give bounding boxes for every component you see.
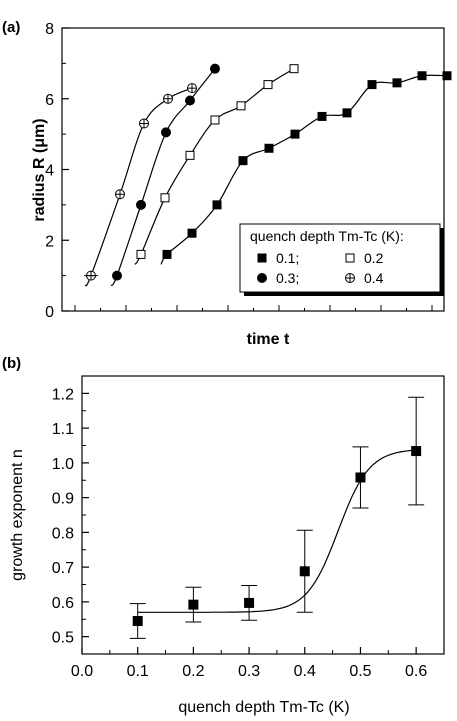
data-point bbox=[352, 446, 369, 509]
x-tick-label: 0.2 bbox=[182, 663, 204, 680]
marker-0.1 bbox=[162, 249, 172, 259]
marker-0.1 bbox=[367, 80, 377, 90]
marker-0.1 bbox=[442, 71, 452, 81]
marker-0.1 bbox=[238, 156, 248, 166]
legend-marker bbox=[257, 273, 267, 283]
data-point bbox=[296, 529, 313, 613]
y-tick-label: 0.9 bbox=[52, 491, 74, 508]
data-point bbox=[185, 586, 202, 623]
marker-0.3 bbox=[161, 127, 171, 138]
panel-b-x-ticks: 0.0 0.1 0.2 0.3 0.4 0.5 0.6 bbox=[71, 647, 427, 680]
point-marker bbox=[411, 446, 422, 457]
x-tick-label: 0.3 bbox=[238, 663, 260, 680]
panel-b-x-axis-title: quench depth Tm-Tc (K) bbox=[178, 699, 349, 716]
x-tick-label: 0.6 bbox=[405, 663, 427, 680]
marker-0.2 bbox=[210, 115, 220, 125]
marker-0.3 bbox=[112, 270, 122, 281]
marker-0.2 bbox=[136, 249, 146, 259]
y-tick-label: 1.2 bbox=[52, 386, 74, 403]
data-point bbox=[129, 603, 146, 639]
legend-marker bbox=[345, 273, 355, 283]
panel-a-x-ticks bbox=[74, 305, 433, 311]
y-tick-label: 0.8 bbox=[52, 525, 74, 542]
legend-marker bbox=[345, 253, 355, 263]
panel-b-y-ticks: 0.5 0.6 0.7 0.8 0.9 1.0 1.1 1.2 bbox=[52, 386, 89, 647]
legend-label: 0.4 bbox=[364, 270, 384, 286]
panel-b: (b) 0.50.60.70.80.91.01.11.2 0.0 0.1 0.2 0.… bbox=[2, 355, 445, 716]
point-marker bbox=[244, 597, 255, 608]
y-tick-label: 0.5 bbox=[52, 630, 74, 647]
marker-0.2 bbox=[263, 80, 273, 90]
panel-a-x-axis-title: time t bbox=[247, 331, 290, 348]
y-tick-label: 0.7 bbox=[52, 560, 74, 577]
panel-a: (a) 0 2 4 6 8 radius R (μm) time t quench de… bbox=[2, 19, 452, 348]
panel-a-markers bbox=[84, 63, 452, 281]
panel-a-label: (a) bbox=[2, 19, 20, 36]
legend-label: 0.1; bbox=[276, 250, 299, 266]
x-tick-label: 0.4 bbox=[294, 663, 316, 680]
marker-0.1 bbox=[264, 143, 274, 153]
marker-0.2 bbox=[289, 64, 299, 74]
marker-0.1 bbox=[187, 228, 197, 238]
point-marker bbox=[299, 566, 310, 577]
y-tick-label: 0 bbox=[45, 304, 54, 321]
panel-b-frame bbox=[81, 375, 445, 655]
marker-0.1 bbox=[290, 129, 300, 139]
x-tick-label: 0.0 bbox=[71, 663, 93, 680]
legend-marker bbox=[257, 253, 267, 263]
marker-0.1 bbox=[342, 108, 352, 118]
legend-box bbox=[239, 223, 441, 293]
point-marker bbox=[188, 599, 199, 610]
marker-0.2 bbox=[160, 193, 170, 203]
panel-b-label: (b) bbox=[2, 355, 21, 372]
data-point bbox=[241, 585, 258, 621]
marker-0.1 bbox=[392, 78, 402, 88]
y-tick-label: 4 bbox=[45, 163, 54, 180]
y-tick-label: 1.1 bbox=[52, 421, 74, 438]
marker-0.3 bbox=[136, 199, 146, 210]
panel-a-legend: quench depth Tm-Tc (K): 0.1; 0.2 0.3; 0.4 bbox=[239, 223, 444, 296]
fit-curve bbox=[137, 449, 417, 613]
panel-b-y-axis-title: growth exponent n bbox=[9, 449, 26, 581]
y-tick-label: 2 bbox=[45, 233, 54, 250]
data-point bbox=[408, 396, 425, 506]
marker-0.4 bbox=[187, 83, 197, 94]
marker-0.2 bbox=[185, 150, 195, 160]
legend-entries: 0.1; 0.2 0.3; 0.4 bbox=[257, 250, 384, 286]
panel-a-y-axis-title: radius R (μm) bbox=[31, 118, 48, 221]
legend-label: 0.2 bbox=[364, 250, 384, 266]
marker-0.4 bbox=[115, 189, 125, 200]
marker-0.1 bbox=[417, 71, 427, 81]
marker-0.3 bbox=[185, 95, 195, 106]
marker-0.1 bbox=[212, 200, 222, 210]
marker-0.1 bbox=[317, 111, 327, 121]
x-tick-label: 0.5 bbox=[349, 663, 371, 680]
y-tick-label: 1.0 bbox=[52, 456, 74, 473]
marker-0.3 bbox=[210, 63, 220, 74]
y-tick-label: 0.6 bbox=[52, 595, 74, 612]
panel-b-fit-curve bbox=[137, 449, 417, 613]
point-marker bbox=[355, 472, 366, 483]
x-tick-label: 0.1 bbox=[127, 663, 149, 680]
panel-a-y-ticks: 0 2 4 6 8 bbox=[45, 21, 69, 321]
legend-label: 0.3; bbox=[276, 270, 299, 286]
marker-0.4 bbox=[163, 93, 173, 104]
y-tick-label: 8 bbox=[45, 21, 54, 38]
marker-0.2 bbox=[236, 101, 246, 111]
point-marker bbox=[132, 615, 143, 626]
panel-b-points bbox=[129, 396, 425, 639]
marker-0.4 bbox=[139, 118, 149, 129]
y-tick-label: 6 bbox=[45, 92, 54, 109]
legend-title: quench depth Tm-Tc (K): bbox=[250, 228, 404, 244]
